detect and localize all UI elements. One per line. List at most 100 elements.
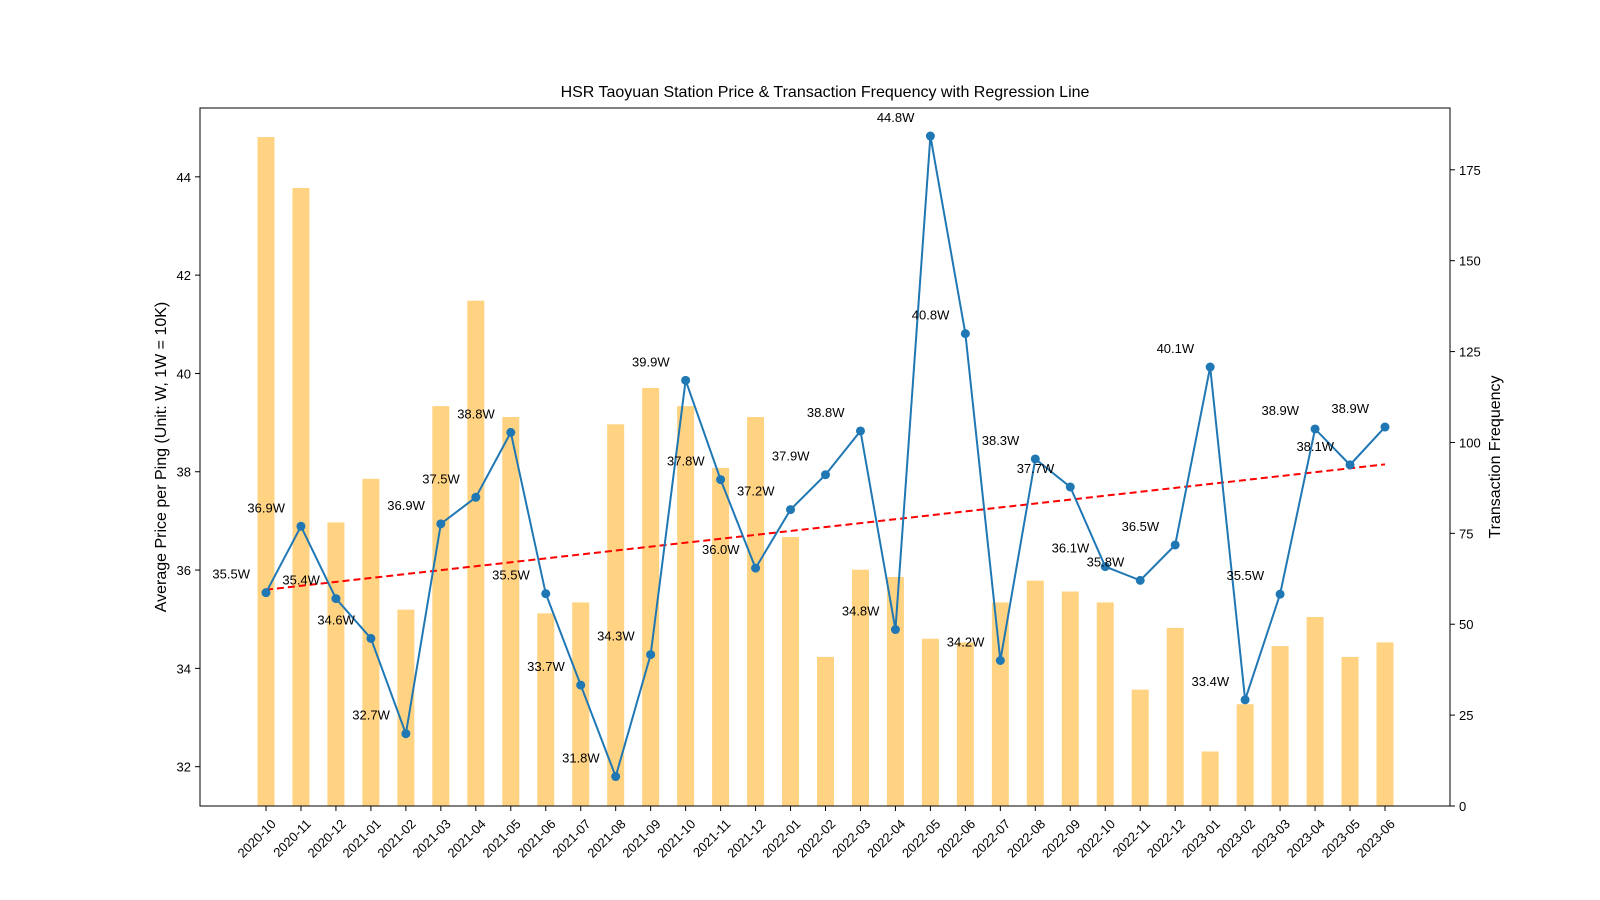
data-labels: 35.5W 36.9W 35.4W 34.6W 32.7W 36.9W 37.5W 38.8W… — [212, 110, 1369, 765]
price-point-2022-08 — [1030, 454, 1040, 464]
y-left-tick-label: 42 — [177, 268, 191, 283]
bar-2021-05 — [502, 417, 520, 806]
price-label-2021-11: 37.8W — [667, 454, 705, 469]
price-point-2021-10 — [681, 375, 691, 385]
y-left-tick-label: 40 — [177, 366, 191, 381]
price-point-2022-06 — [960, 329, 970, 339]
price-point-2021-01 — [366, 633, 376, 643]
price-label-2023-02: 33.4W — [1192, 674, 1230, 689]
price-point-2021-05 — [506, 427, 516, 437]
y-right-tick-label: 125 — [1459, 345, 1481, 360]
bar-2023-03 — [1271, 646, 1289, 806]
bar-2021-07 — [572, 602, 590, 806]
price-label-2023-05: 38.1W — [1296, 439, 1334, 454]
price-label-2022-05: 44.8W — [877, 110, 915, 125]
price-point-2021-09 — [646, 650, 656, 660]
x-tick-label: 2020-10 — [235, 816, 279, 860]
bar-2020-10 — [257, 137, 275, 807]
price-label-2020-12: 35.4W — [282, 573, 320, 588]
price-point-2022-07 — [995, 656, 1005, 666]
bar-2023-06 — [1376, 642, 1394, 806]
price-point-2022-10 — [1100, 562, 1110, 572]
bar-2022-02 — [817, 656, 834, 806]
price-point-2023-04 — [1310, 424, 1320, 434]
price-point-2022-12 — [1170, 540, 1180, 550]
bar-2021-06 — [537, 613, 555, 806]
price-label-2023-06: 38.9W — [1331, 401, 1369, 416]
price-point-2021-03 — [436, 519, 446, 529]
price-label-2022-12: 36.5W — [1122, 519, 1160, 534]
bar-2022-11 — [1131, 689, 1149, 806]
bar-2021-10 — [677, 406, 695, 806]
y-axis-right-title: Transaction Frequency — [1487, 375, 1504, 538]
price-point-2020-11 — [296, 521, 306, 531]
y-left-tick-label: 38 — [177, 465, 191, 480]
price-point-2021-08 — [611, 772, 621, 782]
y-right-tick-label: 175 — [1459, 163, 1481, 178]
price-point-2022-09 — [1065, 482, 1075, 492]
price-point-2023-01 — [1205, 362, 1215, 372]
bar-2023-05 — [1341, 656, 1359, 806]
x-tick-label: 2023-06 — [1354, 816, 1398, 860]
bar-2021-03 — [432, 406, 450, 806]
price-label-2020-11: 36.9W — [247, 500, 285, 515]
price-label-2022-03: 38.8W — [807, 405, 845, 420]
price-label-2022-04: 34.8W — [842, 604, 880, 619]
y-right-tick-label: 100 — [1459, 435, 1481, 450]
regression-line — [265, 463, 1386, 591]
price-label-2023-04: 38.9W — [1261, 403, 1299, 418]
x-axis: 2020-102020-112020-122021-012021-022021-… — [235, 806, 1398, 861]
price-point-2021-07 — [576, 680, 586, 690]
price-label-2020-10: 35.5W — [212, 567, 250, 582]
price-label-2022-11: 35.8W — [1087, 554, 1125, 569]
y-axis-left-title: Average Price per Ping (Unit: W, 1W = 10… — [153, 302, 170, 613]
bar-2021-09 — [642, 387, 660, 806]
bar-2022-09 — [1061, 591, 1079, 806]
y-axis-left: 32 34 36 38 40 42 44 — [177, 170, 200, 775]
bar-2021-02 — [397, 609, 415, 806]
price-label-2023-01: 40.1W — [1157, 341, 1195, 356]
y-right-tick-label: 25 — [1459, 708, 1473, 723]
bar-2020-12 — [327, 522, 345, 806]
price-label-2022-09: 37.7W — [1017, 461, 1055, 476]
price-label-2021-12: 36.0W — [702, 542, 740, 557]
price-point-2022-02 — [821, 470, 830, 480]
y-left-tick-label: 32 — [177, 760, 191, 775]
y-left-tick-label: 34 — [177, 661, 191, 676]
bar-2021-04 — [467, 300, 485, 806]
price-point-2022-03 — [855, 426, 865, 436]
price-label-2021-07: 33.7W — [527, 659, 565, 674]
price-point-2022-04 — [890, 625, 900, 635]
chart-title: HSR Taoyuan Station Price & Transaction … — [561, 84, 1090, 101]
price-label-2022-02: 37.9W — [772, 449, 810, 464]
y-right-tick-label: 0 — [1459, 799, 1466, 814]
y-left-tick-label: 36 — [177, 563, 191, 578]
price-point-2022-11 — [1135, 575, 1145, 585]
bar-2022-03 — [851, 569, 869, 806]
price-label-2023-03: 35.5W — [1227, 568, 1265, 583]
price-label-2021-05: 38.8W — [457, 406, 495, 421]
bar-2022-05 — [921, 638, 939, 806]
bar-2023-02 — [1236, 704, 1254, 806]
bar-2022-04 — [886, 576, 904, 806]
price-label-2022-01: 37.2W — [737, 484, 775, 499]
bar-2022-01 — [782, 536, 800, 806]
y-left-tick-label: 44 — [177, 170, 191, 185]
price-point-2020-10 — [261, 588, 271, 598]
price-line-series — [261, 131, 1390, 782]
price-label-2022-07: 34.2W — [947, 635, 985, 650]
y-right-tick-label: 50 — [1459, 617, 1473, 632]
bar-2022-07 — [991, 602, 1009, 806]
price-label-2022-10: 36.1W — [1052, 541, 1090, 556]
price-point-2023-02 — [1240, 695, 1250, 705]
price-point-2021-12 — [751, 563, 761, 573]
x-tick-label: 2021-10 — [654, 816, 698, 860]
price-label-2021-09: 34.3W — [597, 629, 635, 644]
bar-2020-11 — [292, 187, 310, 806]
y-axis-right: 0 25 50 75 100 125 150 175 — [1450, 163, 1481, 814]
bar-2021-12 — [747, 417, 765, 806]
bar-2023-01 — [1201, 751, 1219, 806]
price-point-2022-01 — [786, 505, 796, 515]
